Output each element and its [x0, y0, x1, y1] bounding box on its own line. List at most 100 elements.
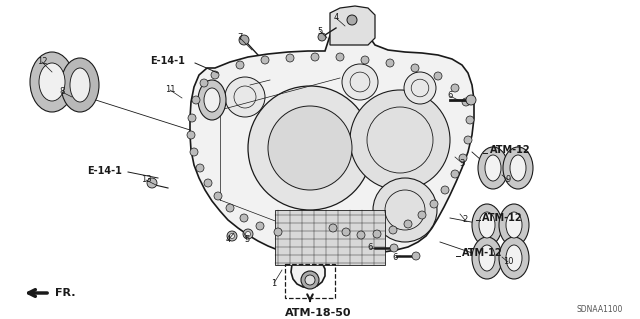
- Text: 8: 8: [60, 87, 65, 97]
- Circle shape: [240, 214, 248, 222]
- Circle shape: [404, 220, 412, 228]
- Circle shape: [227, 231, 237, 241]
- Circle shape: [342, 64, 378, 100]
- Circle shape: [357, 231, 365, 239]
- Polygon shape: [330, 6, 375, 45]
- Circle shape: [434, 72, 442, 80]
- Text: SDNAA1100: SDNAA1100: [577, 306, 623, 315]
- Circle shape: [418, 211, 426, 219]
- Circle shape: [311, 53, 319, 61]
- Circle shape: [187, 131, 195, 139]
- Text: 12: 12: [36, 57, 47, 66]
- Ellipse shape: [499, 204, 529, 246]
- Circle shape: [386, 59, 394, 67]
- Circle shape: [286, 54, 294, 62]
- Ellipse shape: [472, 204, 502, 246]
- Circle shape: [451, 84, 459, 92]
- Text: 1: 1: [271, 278, 276, 287]
- Ellipse shape: [485, 155, 501, 181]
- Text: 6: 6: [447, 92, 452, 100]
- Circle shape: [243, 229, 253, 239]
- Text: 4: 4: [225, 235, 230, 244]
- Circle shape: [373, 230, 381, 238]
- Circle shape: [464, 136, 472, 144]
- Text: 13: 13: [141, 175, 151, 184]
- Circle shape: [350, 90, 450, 190]
- Ellipse shape: [204, 88, 220, 112]
- Circle shape: [318, 33, 326, 41]
- Circle shape: [342, 228, 350, 236]
- Ellipse shape: [478, 147, 508, 189]
- Circle shape: [248, 86, 372, 210]
- Text: ATM-12: ATM-12: [482, 213, 523, 223]
- Circle shape: [211, 71, 219, 79]
- Circle shape: [192, 96, 200, 104]
- Ellipse shape: [70, 68, 90, 102]
- Circle shape: [459, 154, 467, 162]
- Circle shape: [188, 114, 196, 122]
- Circle shape: [147, 178, 157, 188]
- Circle shape: [390, 244, 398, 252]
- Circle shape: [239, 35, 249, 45]
- Circle shape: [268, 106, 352, 190]
- Ellipse shape: [503, 147, 533, 189]
- Ellipse shape: [506, 212, 522, 238]
- Text: 5: 5: [244, 235, 250, 244]
- Circle shape: [412, 252, 420, 260]
- Ellipse shape: [499, 237, 529, 279]
- Ellipse shape: [472, 237, 502, 279]
- Circle shape: [305, 275, 315, 285]
- Text: FR.: FR.: [55, 288, 76, 298]
- Circle shape: [274, 228, 282, 236]
- Text: 5: 5: [317, 26, 323, 35]
- Circle shape: [230, 234, 234, 239]
- Circle shape: [200, 79, 208, 87]
- Circle shape: [466, 116, 474, 124]
- Text: 11: 11: [164, 85, 175, 94]
- Circle shape: [329, 224, 337, 232]
- Circle shape: [389, 226, 397, 234]
- Text: 6: 6: [392, 254, 397, 263]
- Circle shape: [246, 232, 250, 236]
- Circle shape: [226, 204, 234, 212]
- Circle shape: [190, 148, 198, 156]
- Text: E-14-1: E-14-1: [150, 56, 185, 66]
- Circle shape: [361, 56, 369, 64]
- Ellipse shape: [479, 245, 495, 271]
- Circle shape: [411, 64, 419, 72]
- Circle shape: [347, 15, 357, 25]
- Circle shape: [430, 200, 438, 208]
- Circle shape: [261, 56, 269, 64]
- Circle shape: [236, 61, 244, 69]
- Bar: [285, 264, 335, 298]
- Circle shape: [462, 98, 470, 106]
- Circle shape: [256, 222, 264, 230]
- Ellipse shape: [30, 52, 74, 112]
- Circle shape: [214, 192, 222, 200]
- Circle shape: [301, 271, 319, 289]
- Text: E-14-1: E-14-1: [87, 166, 122, 176]
- Text: ATM-12: ATM-12: [462, 248, 502, 258]
- Ellipse shape: [510, 155, 526, 181]
- Text: ATM-18-50: ATM-18-50: [285, 308, 351, 318]
- Text: ATM-12: ATM-12: [490, 145, 531, 155]
- Circle shape: [196, 164, 204, 172]
- Text: 9: 9: [506, 175, 511, 184]
- Ellipse shape: [506, 245, 522, 271]
- Text: 6: 6: [367, 243, 372, 253]
- Circle shape: [441, 186, 449, 194]
- Text: 3: 3: [460, 159, 465, 167]
- Circle shape: [466, 95, 476, 105]
- Text: 4: 4: [333, 13, 339, 23]
- Circle shape: [404, 72, 436, 104]
- Ellipse shape: [39, 63, 65, 101]
- Text: 2: 2: [462, 216, 468, 225]
- Ellipse shape: [198, 80, 226, 120]
- Text: 10: 10: [503, 257, 513, 266]
- Bar: [275, 210, 385, 265]
- Circle shape: [336, 53, 344, 61]
- Circle shape: [451, 170, 459, 178]
- Text: 7: 7: [237, 33, 243, 42]
- Circle shape: [204, 179, 212, 187]
- Circle shape: [225, 77, 265, 117]
